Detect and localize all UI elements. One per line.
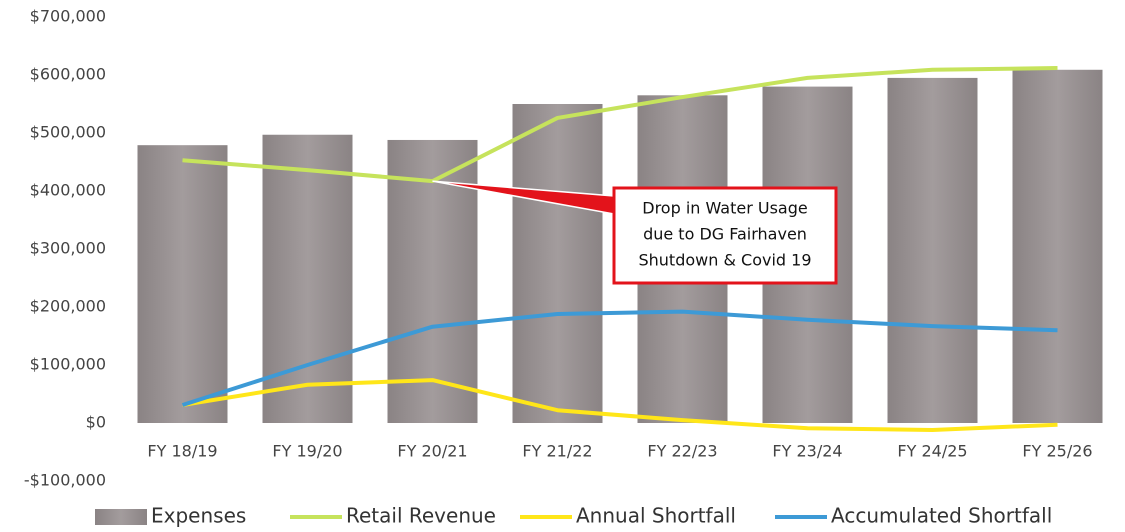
x-tick-label: FY 23/24 bbox=[772, 442, 842, 461]
y-tick-label: $600,000 bbox=[30, 65, 106, 84]
x-tick-label: FY 20/21 bbox=[397, 442, 467, 461]
y-tick-label: $300,000 bbox=[30, 239, 106, 258]
line bbox=[182, 66, 1058, 184]
annotation: due to DG Fairhaven bbox=[643, 225, 807, 244]
legend-label: Expenses bbox=[151, 504, 246, 528]
legend-label: Annual Shortfall bbox=[576, 504, 736, 528]
x-tick-label: FY 21/22 bbox=[522, 442, 592, 461]
line bbox=[181, 309, 1058, 407]
bar bbox=[512, 104, 603, 423]
callout-box bbox=[612, 186, 838, 285]
bar bbox=[262, 134, 353, 424]
y-tick-label: $200,000 bbox=[30, 297, 106, 316]
bar bbox=[887, 77, 978, 424]
x-tick-label: FY 22/23 bbox=[647, 442, 717, 461]
line bbox=[182, 378, 1058, 432]
annotation: Drop in Water Usage bbox=[642, 199, 807, 218]
x-tick-label: FY 24/25 bbox=[897, 442, 967, 461]
legend-swatch bbox=[95, 509, 147, 525]
x-tick-label: FY 19/20 bbox=[272, 442, 342, 461]
bar bbox=[1012, 69, 1103, 423]
y-tick-label: $100,000 bbox=[30, 355, 106, 374]
y-tick-label: $400,000 bbox=[30, 181, 106, 200]
y-tick-label: $700,000 bbox=[30, 7, 106, 26]
annotation: Shutdown & Covid 19 bbox=[638, 251, 811, 270]
x-tick-label: FY 25/26 bbox=[1022, 442, 1092, 461]
y-tick-label: -$100,000 bbox=[24, 471, 106, 490]
legend-label: Retail Revenue bbox=[346, 504, 496, 528]
legend-label: Accumulated Shortfall bbox=[831, 504, 1052, 528]
bar bbox=[137, 145, 228, 423]
y-tick-label: $0 bbox=[86, 413, 106, 432]
y-tick-label: $500,000 bbox=[30, 123, 106, 142]
x-tick-label: FY 18/19 bbox=[147, 442, 217, 461]
